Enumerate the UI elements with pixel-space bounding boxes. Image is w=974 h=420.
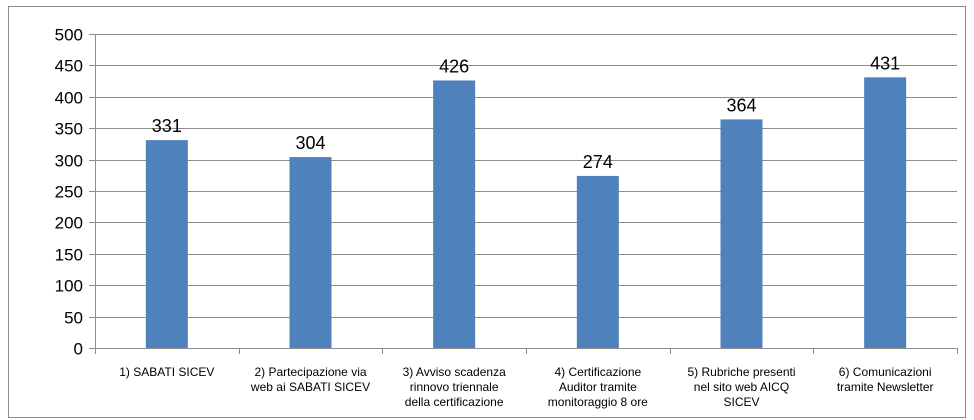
bar (289, 157, 332, 348)
y-tick-label: 0 (74, 340, 83, 359)
data-label: 304 (295, 133, 325, 153)
bar (576, 175, 619, 348)
category-label: 6) Comunicazioni tramite Newsletter (837, 365, 934, 394)
category-label: 2) Partecipazione via web ai SABATI SICEV (250, 365, 370, 394)
category-label: 4) Certificazione Auditor tramite monitora… (548, 365, 648, 409)
category-label-line: monitoraggio 8 ore (548, 395, 648, 409)
category-label: 3) Avviso scadenza rinnovo triennale della… (403, 365, 506, 409)
bar-chart: 0 50 100 150 200 250 300 350 400 450 500 331 1) SABA… (55, 26, 958, 409)
bar (720, 119, 763, 349)
category-label-line: Auditor tramite (559, 380, 637, 394)
chart-frame: 0 50 100 150 200 250 300 350 400 450 500 331 1) SABA… (8, 6, 966, 418)
y-tick-label: 150 (55, 246, 83, 265)
category-label-line: della certificazione (405, 395, 504, 409)
data-label: 364 (726, 95, 756, 115)
y-tick-label: 200 (55, 214, 83, 233)
y-tick-label: 500 (55, 26, 83, 45)
category-label-line: 3) Avviso scadenza (403, 365, 506, 379)
bar (864, 77, 907, 348)
category-label: 5) Rubriche presenti nel sito web AICQ SIC… (687, 365, 795, 409)
y-tick-label: 250 (55, 183, 83, 202)
category-label-line: 2) Partecipazione via (254, 365, 366, 379)
bar (433, 80, 476, 349)
bar (145, 140, 188, 348)
data-label: 426 (439, 56, 469, 76)
category-label-line: 4) Certificazione (554, 365, 641, 379)
data-label: 331 (152, 116, 182, 136)
y-tick-label: 100 (55, 277, 83, 296)
data-label: 431 (870, 53, 900, 73)
data-label: 274 (583, 152, 613, 172)
category-label-line: 5) Rubriche presenti (687, 365, 795, 379)
category-label-line: web ai SABATI SICEV (250, 380, 370, 394)
category-label-line: nel sito web AICQ (694, 380, 789, 394)
category-label-line: rinnovo triennale (410, 380, 499, 394)
y-tick-label: 300 (55, 152, 83, 171)
y-tick-label: 450 (55, 57, 83, 76)
y-tick-label: 400 (55, 89, 83, 108)
category-label-line: tramite Newsletter (837, 380, 934, 394)
category-label-line: SICEV (723, 395, 759, 409)
y-tick-label: 50 (64, 309, 83, 328)
y-tick-label: 350 (55, 120, 83, 139)
category-label-line: 1) SABATI SICEV (119, 365, 214, 379)
category-label: 1) SABATI SICEV (119, 365, 214, 379)
category-label-line: 6) Comunicazioni (839, 365, 932, 379)
